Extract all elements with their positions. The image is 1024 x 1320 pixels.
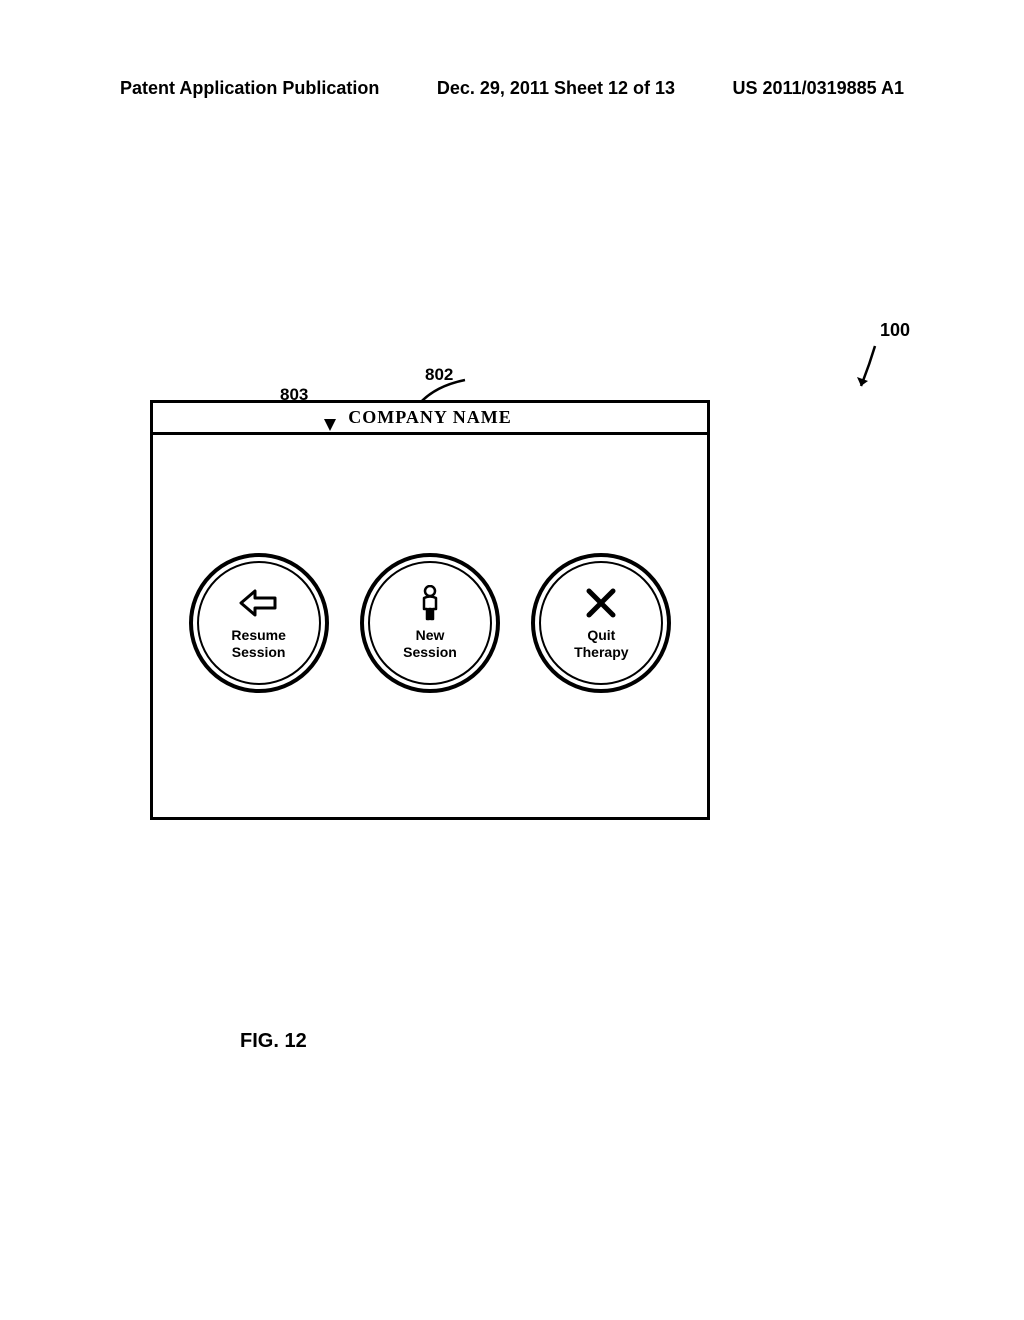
- arrow-left-icon: [239, 585, 279, 621]
- buttons-row: Resume Session New Session: [153, 553, 707, 693]
- new-session-label: New Session: [403, 627, 457, 661]
- title-bar: COMPANY NAME: [153, 403, 707, 435]
- title-text: COMPANY NAME: [348, 407, 511, 427]
- leader-arrow-100: [855, 344, 895, 394]
- new-session-button[interactable]: New Session: [360, 553, 500, 693]
- header-right: US 2011/0319885 A1: [733, 78, 904, 99]
- quit-therapy-button[interactable]: Quit Therapy: [531, 553, 671, 693]
- x-icon: [581, 585, 621, 621]
- pointer-803-icon: [323, 401, 337, 431]
- header-left: Patent Application Publication: [120, 78, 379, 99]
- device-screen: COMPANY NAME Resume Session: [150, 400, 710, 820]
- reference-label-100: 100: [880, 320, 910, 341]
- resume-session-label: Resume Session: [231, 627, 285, 661]
- quit-therapy-label: Quit Therapy: [574, 627, 628, 661]
- header-center: Dec. 29, 2011 Sheet 12 of 13: [437, 78, 675, 99]
- resume-session-button[interactable]: Resume Session: [189, 553, 329, 693]
- figure-caption: FIG. 12: [240, 1030, 307, 1053]
- person-icon: [410, 585, 450, 621]
- figure-area: 100 802 803 840 842 844 COMPANY NAME: [150, 330, 870, 930]
- page-header: Patent Application Publication Dec. 29, …: [0, 78, 1024, 99]
